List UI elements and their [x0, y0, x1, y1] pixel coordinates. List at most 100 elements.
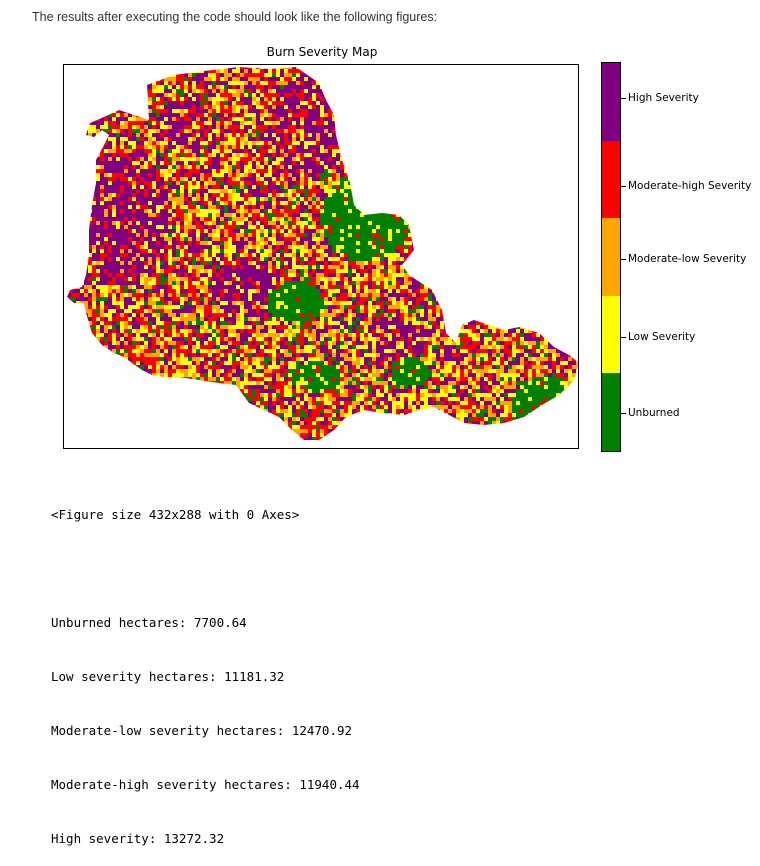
severity-cell [440, 141, 444, 145]
severity-cell [300, 125, 304, 129]
severity-cell [408, 145, 412, 149]
severity-cell [504, 161, 508, 165]
severity-cell [232, 113, 236, 117]
severity-cell [248, 77, 252, 81]
severity-cell [208, 97, 212, 101]
severity-cell [304, 89, 308, 93]
severity-cell [388, 145, 392, 149]
severity-cell [164, 149, 168, 153]
severity-cell [428, 81, 432, 85]
severity-cell [100, 69, 104, 73]
severity-cell [196, 205, 200, 209]
severity-cell [532, 85, 536, 89]
severity-cell [284, 153, 288, 157]
severity-cell [272, 197, 276, 201]
severity-cell [412, 141, 416, 145]
severity-cell [448, 209, 452, 213]
severity-cell [528, 141, 532, 145]
severity-cell [336, 189, 340, 193]
severity-cell [528, 193, 532, 197]
severity-cell [312, 117, 316, 121]
severity-cell [236, 213, 240, 217]
severity-cell [280, 137, 284, 141]
severity-cell [204, 189, 208, 193]
severity-cell [228, 125, 232, 129]
severity-cell [352, 121, 356, 125]
severity-cell [124, 113, 128, 117]
severity-cell [264, 125, 268, 129]
severity-cell [196, 153, 200, 157]
severity-cell [528, 121, 532, 125]
severity-cell [292, 217, 296, 221]
severity-cell [420, 177, 424, 181]
severity-cell [492, 145, 496, 149]
severity-cell [492, 185, 496, 189]
severity-cell [284, 97, 288, 101]
severity-cell [200, 73, 204, 77]
severity-cell [200, 173, 204, 177]
severity-cell [224, 185, 228, 189]
severity-cell [420, 93, 424, 97]
severity-cell [472, 201, 476, 205]
severity-cell [160, 109, 164, 113]
severity-cell [116, 85, 120, 89]
severity-cell [320, 145, 324, 149]
severity-cell [108, 153, 112, 157]
severity-cell [460, 185, 464, 189]
severity-cell [108, 181, 112, 185]
severity-cell [316, 93, 320, 97]
severity-cell [136, 73, 140, 77]
severity-cell [552, 177, 556, 181]
severity-cell [124, 169, 128, 173]
severity-cell [460, 145, 464, 149]
severity-cell [128, 173, 132, 177]
severity-cell [456, 185, 460, 189]
severity-cell [408, 113, 412, 117]
severity-cell [524, 101, 528, 105]
severity-cell [360, 181, 364, 185]
severity-cell [280, 69, 284, 73]
severity-cell [112, 101, 116, 105]
severity-cell [300, 153, 304, 157]
severity-cell [544, 197, 548, 201]
severity-cell [216, 189, 220, 193]
severity-cell [348, 105, 352, 109]
severity-cell [488, 81, 492, 85]
severity-cell [516, 169, 520, 173]
severity-cell [68, 69, 72, 73]
severity-cell [276, 209, 280, 213]
severity-cell [132, 117, 136, 121]
severity-cell [116, 105, 120, 109]
severity-cell [504, 181, 508, 185]
severity-cell [356, 213, 360, 217]
severity-cell [436, 69, 440, 73]
severity-cell [544, 85, 548, 89]
severity-cell [300, 129, 304, 133]
severity-cell [416, 169, 420, 173]
severity-cell [468, 185, 472, 189]
severity-cell [372, 193, 376, 197]
severity-cell [552, 213, 556, 217]
severity-cell [236, 67, 240, 69]
severity-cell [288, 137, 292, 141]
severity-cell [232, 105, 236, 109]
severity-cell [328, 105, 332, 109]
severity-cell [352, 73, 356, 77]
severity-cell [192, 105, 196, 109]
severity-cell [420, 67, 424, 69]
severity-cell [204, 125, 208, 129]
severity-cell [200, 165, 204, 169]
severity-cell [268, 189, 272, 193]
severity-cell [352, 197, 356, 201]
severity-cell [232, 133, 236, 137]
severity-cell [148, 165, 152, 169]
severity-cell [284, 177, 288, 181]
severity-cell [148, 117, 152, 121]
severity-cell [352, 109, 356, 113]
severity-cell [472, 89, 476, 93]
severity-cell [216, 193, 220, 197]
severity-cell [512, 73, 516, 77]
severity-cell [456, 69, 460, 73]
severity-cell [576, 213, 578, 217]
severity-cell [148, 145, 152, 149]
